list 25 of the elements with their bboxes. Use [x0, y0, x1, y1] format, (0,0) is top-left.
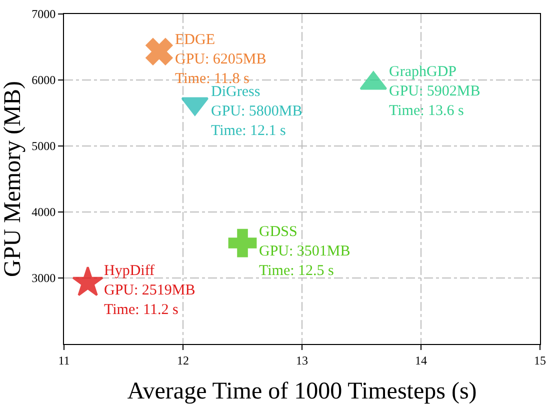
x-tick-label: 14: [415, 353, 427, 368]
y-tick-label: 3000: [32, 271, 56, 286]
y-tick-label: 4000: [32, 205, 56, 220]
x-tick-label: 13: [296, 353, 308, 368]
x-tick-label: 12: [177, 353, 189, 368]
data-label: GPU: 3501MB Time: 12.5 s: [259, 244, 350, 279]
point: [146, 38, 173, 66]
point: [72, 266, 104, 296]
data-label: GPU: 5902MB Time: 13.6 s: [389, 84, 480, 119]
data-label: GPU: 5800MB Time: 12.1 s: [211, 104, 302, 139]
series-label: GDSS: [259, 224, 298, 240]
series-label: EDGE: [175, 32, 215, 48]
x-tick-label: 11: [58, 353, 70, 368]
series-label: DiGress: [211, 84, 260, 100]
series-label: GraphGDP: [389, 64, 456, 80]
x-tick-label: 15: [534, 353, 546, 368]
y-tick-label: 5000: [32, 139, 56, 154]
y-axis-title: GPU Memory (MB): [0, 81, 26, 277]
x-axis-title: Average Time of 1000 Timesteps (s): [127, 378, 477, 405]
point: [228, 228, 257, 258]
data-label: GPU: 2519MB Time: 11.2 s: [104, 282, 196, 318]
series-label: HypDiff: [104, 263, 155, 279]
y-tick-label: 6000: [32, 73, 56, 88]
data-label: GPU: 6205MB Time: 11.8 s: [175, 52, 266, 87]
y-tick-label: 7000: [32, 7, 56, 22]
